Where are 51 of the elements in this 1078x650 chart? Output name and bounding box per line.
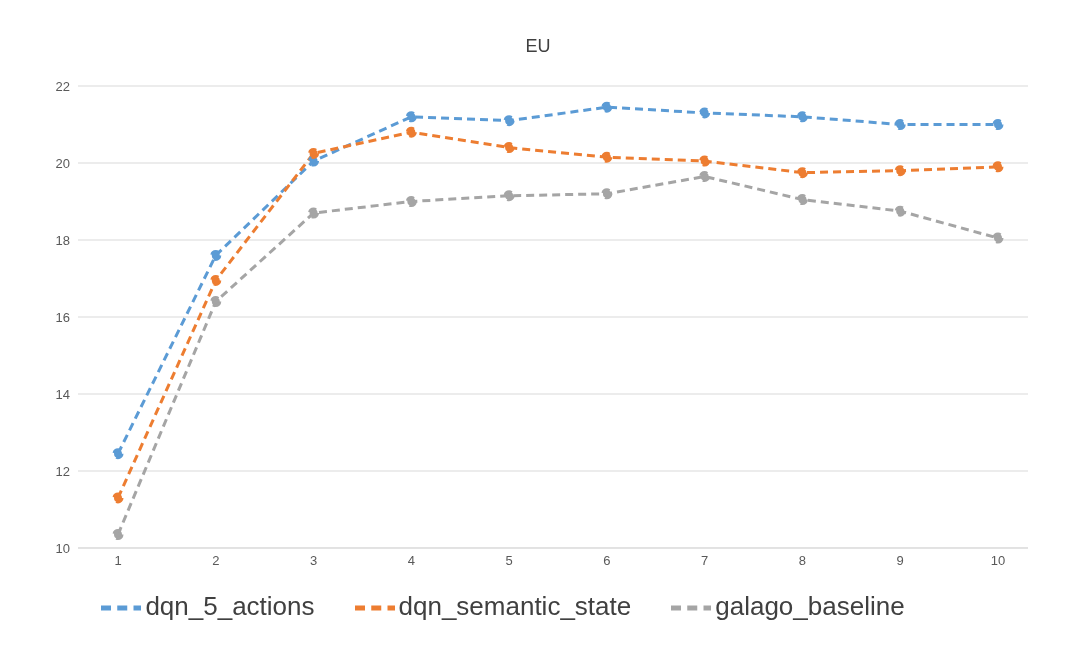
- x-tick-label: 3: [309, 553, 318, 569]
- point: [405, 111, 417, 123]
- point: [699, 170, 711, 182]
- legend-label: dqn_5_actions: [145, 590, 315, 621]
- point: [601, 101, 613, 113]
- point: [699, 107, 711, 119]
- point: [601, 188, 613, 200]
- point: [894, 205, 906, 217]
- point: [210, 296, 222, 308]
- x-tick-label: 6: [603, 553, 611, 569]
- point: [992, 161, 1004, 173]
- point: [503, 115, 515, 127]
- point: [112, 448, 124, 460]
- point: [796, 194, 808, 206]
- point: [210, 274, 222, 286]
- point: [601, 151, 613, 163]
- point: [308, 207, 320, 219]
- y-tick-label: 20: [55, 155, 70, 171]
- point: [308, 155, 320, 167]
- x-tick-label: 10: [990, 553, 1006, 569]
- x-tick-label: 9: [896, 553, 904, 569]
- point: [894, 119, 906, 130]
- point: [992, 232, 1004, 244]
- chart-title: EU: [524, 35, 552, 58]
- y-tick-label: 12: [55, 463, 70, 479]
- point: [699, 155, 711, 167]
- point: [503, 142, 515, 154]
- point: [796, 167, 808, 179]
- legend-label: galago_baseline: [715, 590, 905, 621]
- point: [503, 190, 515, 202]
- point: [405, 126, 417, 138]
- x-tick-label: 5: [505, 553, 513, 569]
- y-tick-label: 14: [55, 386, 70, 402]
- legend-label: dqn_semantic_state: [398, 590, 632, 621]
- point: [112, 529, 124, 541]
- point: [210, 249, 222, 261]
- y-tick-label: 10: [55, 540, 70, 556]
- y-tick-label: 22: [55, 78, 70, 94]
- y-tick-label: 16: [55, 309, 70, 325]
- point: [992, 119, 1004, 130]
- x-tick-label: 8: [798, 553, 807, 569]
- point: [112, 492, 124, 504]
- x-tick-label: 1: [114, 553, 122, 569]
- x-tick-label: 4: [407, 553, 415, 569]
- point: [796, 111, 808, 123]
- x-tick-label: 7: [701, 553, 709, 569]
- y-tick-label: 18: [55, 232, 70, 248]
- x-tick-label: 2: [212, 553, 220, 569]
- point: [308, 147, 320, 159]
- point: [894, 165, 906, 177]
- point: [405, 196, 417, 207]
